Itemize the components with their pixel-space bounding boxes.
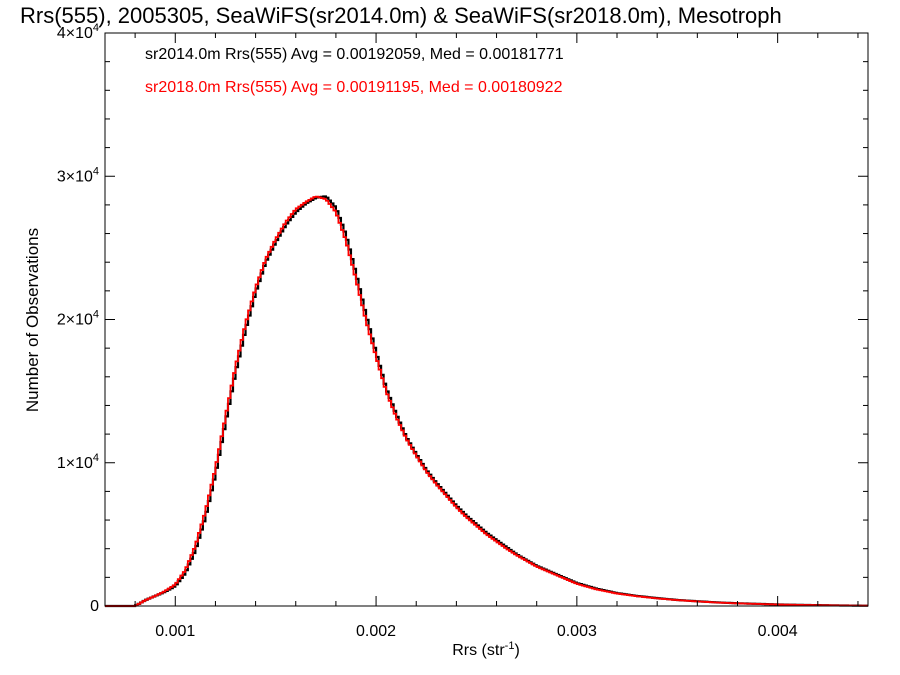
- y-tick-label: 1×104: [57, 452, 99, 472]
- series-line-sr2014.0m: [105, 195, 868, 608]
- tick-layer: 0.001 0.002 0.003 0.00401×1042×1043×1044×10…: [57, 22, 868, 640]
- x-tick-label: 0.001: [155, 623, 195, 640]
- y-tick-exponent: 4: [93, 22, 99, 34]
- x-axis-label-sup: -1: [505, 640, 515, 652]
- y-tick-exponent: 4: [93, 452, 99, 464]
- annotation-sr2014: sr2014.0m Rrs(555) Avg = 0.00192059, Med…: [145, 46, 564, 63]
- y-tick-mantissa: 0: [90, 598, 99, 615]
- series-line-sr2018.0m: [105, 195, 868, 607]
- y-tick-exponent: 4: [93, 165, 99, 177]
- y-tick-label: 4×104: [57, 22, 99, 42]
- x-tick-label: 0.003: [557, 623, 597, 640]
- y-tick-mantissa: 1×10: [57, 455, 93, 472]
- y-tick-mantissa: 3×10: [57, 168, 93, 185]
- series-layer: [105, 195, 868, 608]
- y-tick-label: 2×104: [57, 309, 99, 329]
- y-tick-label: 3×104: [57, 165, 99, 185]
- x-axis-label-end: ): [514, 642, 519, 659]
- x-axis-label: Rrs (str-1): [452, 640, 520, 659]
- plot-area: 0.001 0.002 0.003 0.00401×1042×1043×1044×10…: [57, 22, 869, 640]
- x-axis-label-main: Rrs (str: [452, 642, 505, 659]
- y-axis-label: Number of Observations: [23, 228, 42, 412]
- x-tick-label: 0.002: [356, 623, 396, 640]
- y-tick-mantissa: 2×10: [57, 312, 93, 329]
- y-tick-exponent: 4: [93, 309, 99, 321]
- chart-title: Rrs(555), 2005305, SeaWiFS(sr2014.0m) & …: [20, 3, 782, 28]
- annotation-sr2018: sr2018.0m Rrs(555) Avg = 0.00191195, Med…: [145, 79, 563, 96]
- x-tick-label: 0.004: [758, 623, 798, 640]
- plot-frame: [104, 32, 869, 607]
- y-tick-label: 0: [90, 598, 99, 615]
- y-tick-mantissa: 4×10: [57, 25, 93, 42]
